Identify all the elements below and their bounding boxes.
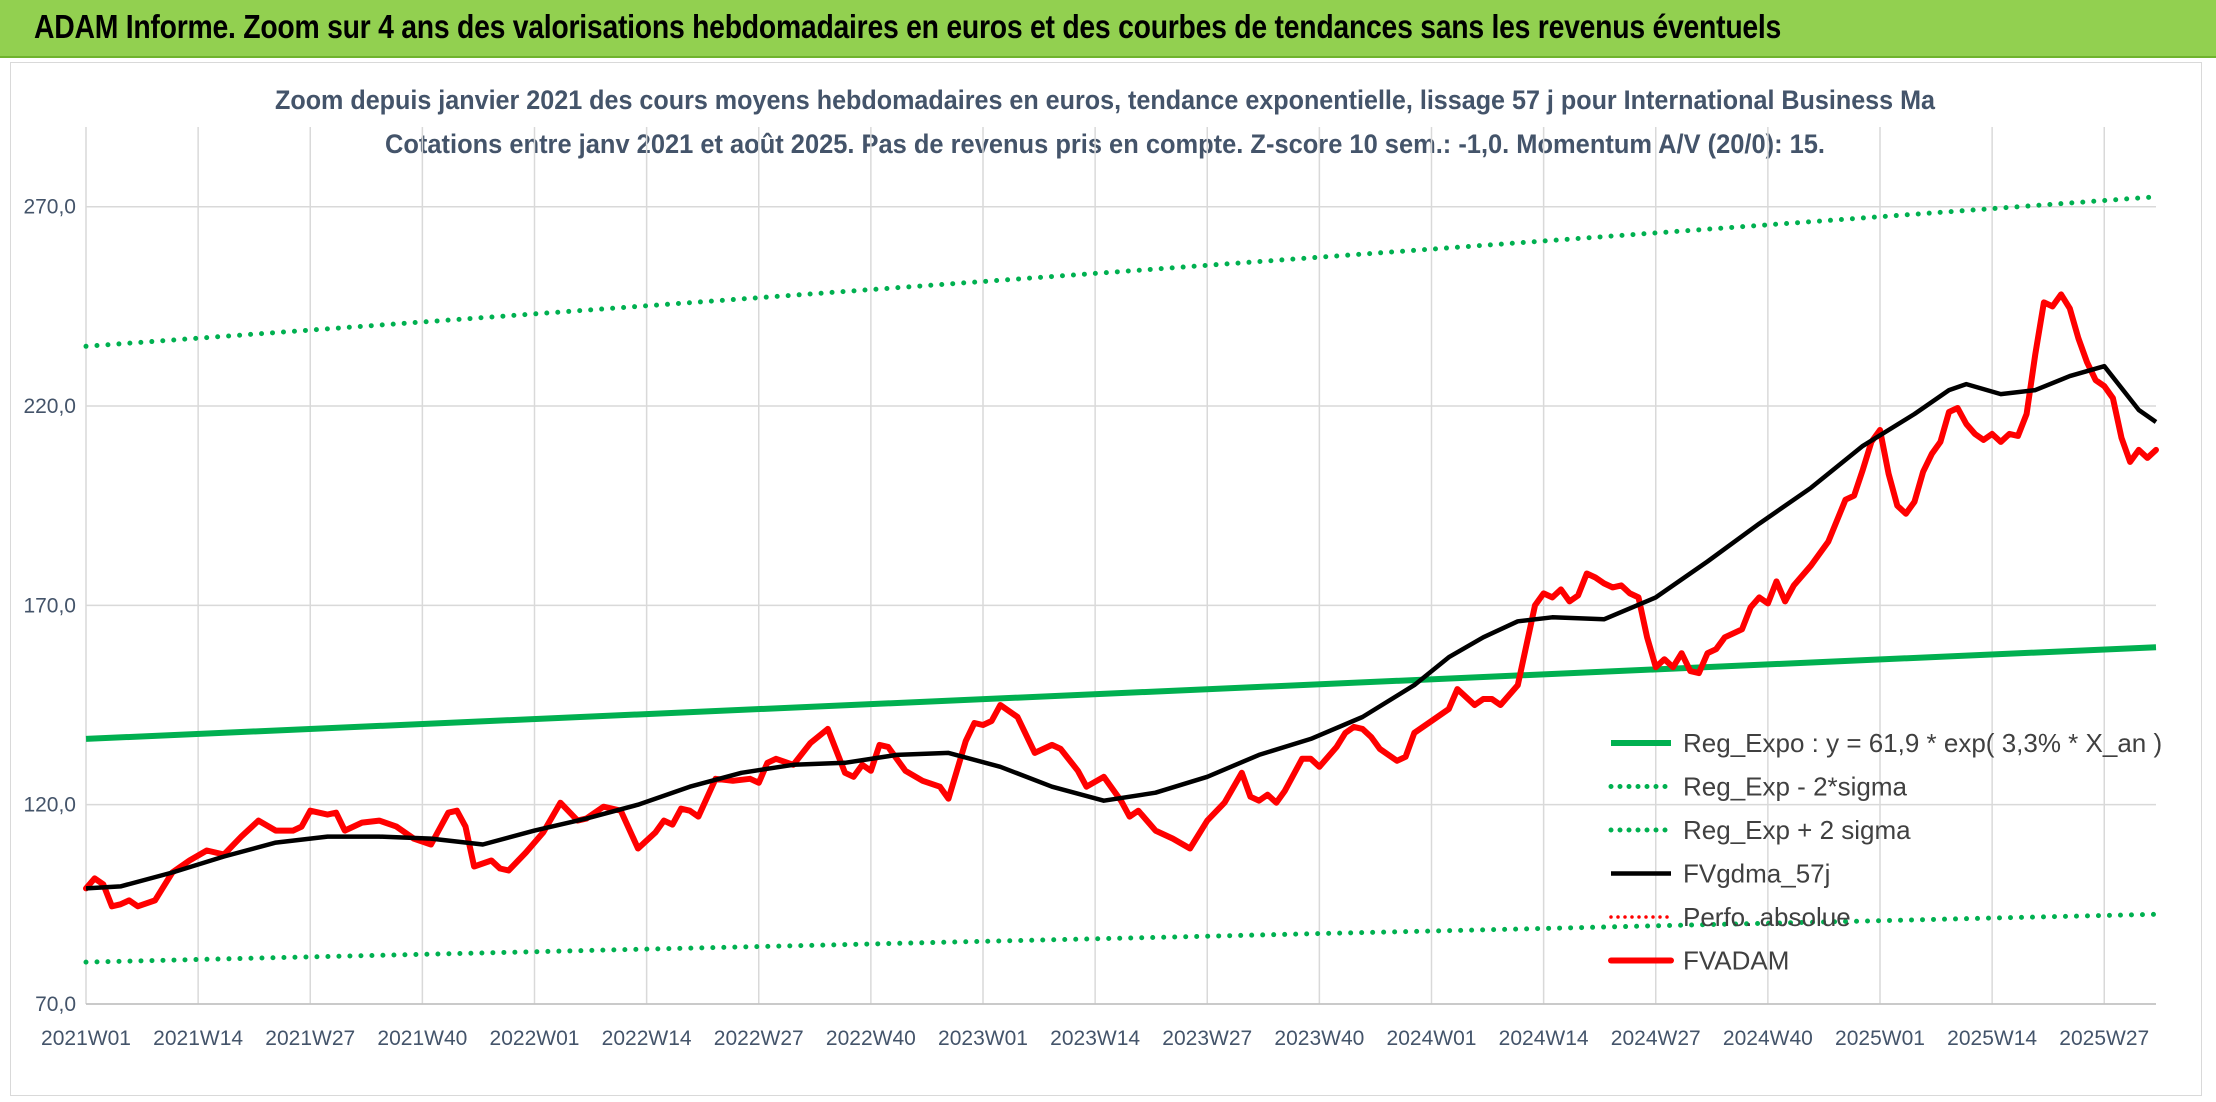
series-reg-exp-2-sigma: [83, 911, 2159, 965]
y-tick-label: 70,0: [35, 993, 76, 1016]
legend-label: FVgdma_57j: [1683, 859, 1830, 889]
legend-label: FVADAM: [1683, 946, 1789, 976]
grid: [85, 127, 2156, 1005]
y-tick-label: 220,0: [23, 395, 76, 418]
chart-frame: Zoom depuis janvier 2021 des cours moyen…: [10, 62, 2202, 1096]
x-tick-label: 2025W14: [1947, 1027, 2037, 1050]
x-tick-label: 2024W40: [1723, 1027, 1813, 1050]
y-tick-label: 170,0: [23, 594, 76, 617]
x-tick-label: 2023W01: [938, 1027, 1028, 1050]
x-tick-label: 2021W27: [265, 1027, 355, 1050]
x-tick-label: 2025W01: [1835, 1027, 1925, 1050]
legend-label: Perfo. absolue: [1683, 902, 1851, 932]
y-tick-label: 270,0: [23, 196, 76, 219]
x-tick-label: 2025W27: [2059, 1027, 2149, 1050]
legend-label: Reg_Expo : y = 61,9 * exp( 3,3% * X_an ): [1683, 728, 2162, 758]
x-tick-label: 2022W40: [826, 1027, 916, 1050]
x-tick-label: 2022W01: [490, 1027, 580, 1050]
chart-subtitle: Cotations entre janv 2021 et août 2025. …: [385, 129, 1825, 159]
chart-svg: Zoom depuis janvier 2021 des cours moyen…: [23, 85, 2162, 1050]
x-tick-label: 2021W14: [153, 1027, 243, 1050]
y-tick-label: 120,0: [23, 794, 76, 817]
legend-label: Reg_Exp + 2 sigma: [1683, 815, 1911, 845]
series-fvadam: [83, 291, 2159, 910]
x-tick-label: 2022W14: [602, 1027, 692, 1050]
series-fvgdma-57j: [85, 363, 2158, 891]
series-layer: [83, 194, 2159, 965]
report-title: ADAM Informe. Zoom sur 4 ans des valoris…: [34, 8, 1782, 45]
series-reg-expo-y-61-9-exp-3-3-x-an: [85, 644, 2157, 742]
x-tick-label: 2023W40: [1274, 1027, 1364, 1050]
axis-labels: 70,0 120,0 170,0 220,0 270,0 2021W01 2021W14 20…: [23, 196, 2149, 1050]
report-banner: ADAM Informe. Zoom sur 4 ans des valoris…: [0, 0, 2216, 58]
x-tick-label: 2021W40: [377, 1027, 467, 1050]
x-tick-label: 2024W27: [1611, 1027, 1701, 1050]
x-tick-label: 2023W14: [1050, 1027, 1140, 1050]
x-tick-label: 2022W27: [714, 1027, 804, 1050]
legend: Reg_Expo : y = 61,9 * exp( 3,3% * X_an )…: [1608, 728, 2162, 976]
x-tick-label: 2021W01: [41, 1027, 131, 1050]
chart-title: Zoom depuis janvier 2021 des cours moyen…: [275, 85, 1936, 115]
series-reg-exp-2-sigma: [83, 194, 2159, 349]
x-tick-label: 2024W14: [1499, 1027, 1589, 1050]
x-tick-label: 2023W27: [1162, 1027, 1252, 1050]
x-tick-label: 2024W01: [1387, 1027, 1477, 1050]
legend-label: Reg_Exp - 2*sigma: [1683, 772, 1908, 802]
